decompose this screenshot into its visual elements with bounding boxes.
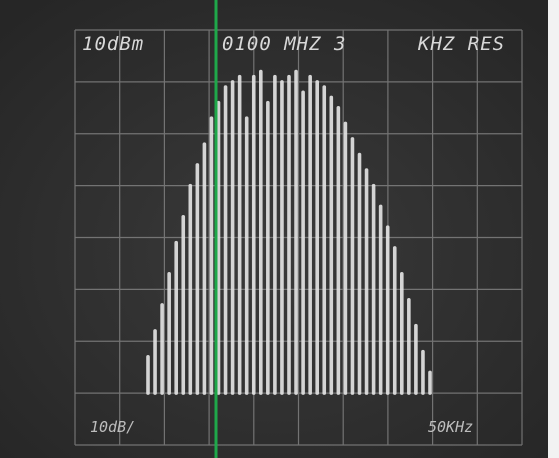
frame-edge <box>548 0 559 458</box>
reference-level: 10dBm <box>82 33 144 55</box>
graticule <box>74 29 523 446</box>
spectrum <box>146 69 432 395</box>
frequency-span: 50KHz <box>428 418 473 436</box>
resolution-bandwidth: KHZ RES <box>417 33 505 55</box>
center-frequency: 0100 MHZ 3 <box>222 33 346 55</box>
vertical-scale: 10dB/ <box>90 418 135 436</box>
